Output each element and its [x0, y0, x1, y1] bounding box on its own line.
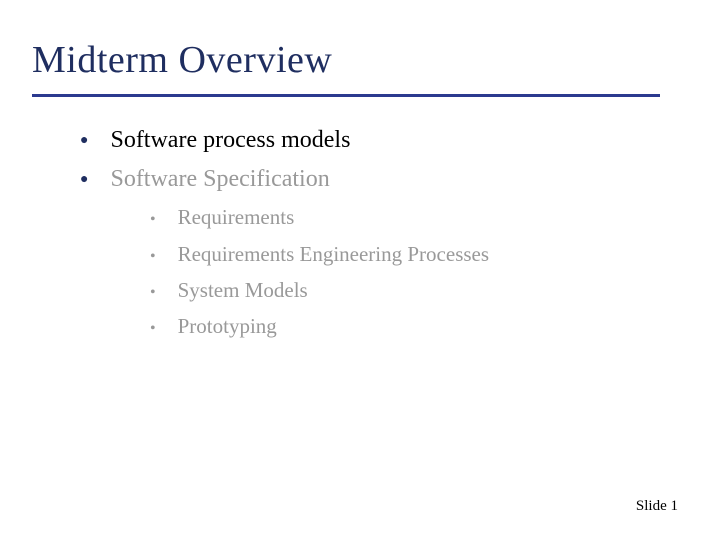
sub-item: • Requirements [150, 203, 688, 231]
sub-dot-icon: • [150, 285, 156, 301]
sub-text: Prototyping [178, 312, 277, 340]
sub-dot-icon: • [150, 212, 156, 228]
bullet-text: Software Specification [110, 164, 329, 195]
slide-container: Midterm Overview ● Software process model… [0, 0, 720, 540]
bullet-dot-icon: ● [80, 173, 88, 187]
sub-list: • Requirements • Requirements Engineering P… [80, 203, 688, 340]
footer-label: Slide [636, 498, 667, 514]
sub-text: Requirements Engineering Processes [178, 240, 489, 268]
bullet-item: ● Software Specification [80, 164, 688, 195]
sub-dot-icon: • [150, 249, 156, 265]
sub-dot-icon: • [150, 321, 156, 337]
sub-item: • System Models [150, 276, 688, 304]
sub-item: • Prototyping [150, 312, 688, 340]
sub-text: System Models [178, 276, 308, 304]
footer-number: 1 [671, 498, 679, 514]
slide-title: Midterm Overview [32, 38, 688, 82]
slide-footer: Slide 1 [636, 498, 678, 515]
bullet-dot-icon: ● [80, 134, 88, 148]
bullet-text: Software process models [110, 125, 350, 156]
bullet-item: ● Software process models [80, 125, 688, 156]
title-underline [32, 94, 660, 97]
sub-item: • Requirements Engineering Processes [150, 240, 688, 268]
sub-text: Requirements [178, 203, 295, 231]
content-area: ● Software process models ● Software Specif… [32, 125, 688, 341]
